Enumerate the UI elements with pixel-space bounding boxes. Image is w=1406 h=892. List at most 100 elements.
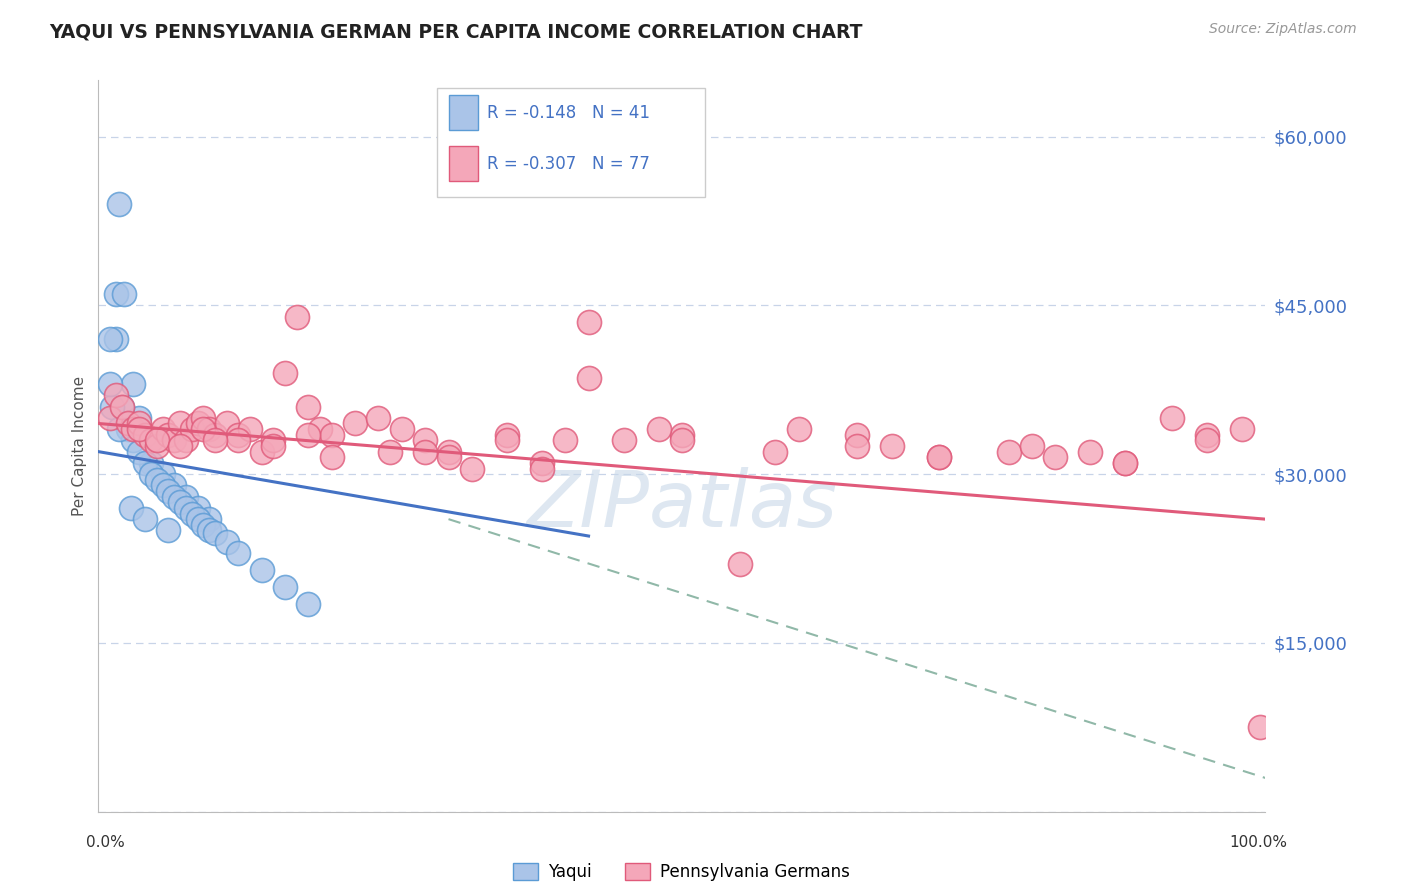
Point	[128, 422, 150, 436]
Point	[1114, 456, 1136, 470]
Point	[554, 434, 576, 448]
Point	[108, 197, 131, 211]
Point	[174, 500, 197, 515]
Point	[122, 377, 145, 392]
Point	[163, 478, 186, 492]
Point	[612, 434, 634, 448]
Y-axis label: Per Capita Income: Per Capita Income	[72, 376, 87, 516]
Point	[128, 417, 150, 431]
Point	[380, 444, 402, 458]
Text: R = -0.307   N = 77: R = -0.307 N = 77	[486, 155, 650, 173]
Point	[530, 461, 553, 475]
Point	[297, 427, 319, 442]
Point	[139, 456, 162, 470]
Point	[117, 422, 139, 436]
Point	[228, 546, 250, 560]
Point	[262, 439, 284, 453]
Point	[120, 500, 142, 515]
Point	[169, 417, 191, 431]
Point	[146, 439, 169, 453]
Point	[128, 444, 150, 458]
Point	[139, 434, 162, 448]
Point	[174, 434, 197, 448]
Point	[730, 557, 752, 571]
Point	[1021, 439, 1043, 453]
Point	[134, 427, 156, 442]
Point	[139, 467, 162, 482]
Point	[262, 434, 284, 448]
Point	[146, 473, 169, 487]
Point	[198, 512, 221, 526]
Point	[1197, 434, 1219, 448]
Point	[134, 512, 156, 526]
Bar	[449, 146, 478, 181]
Point	[98, 377, 121, 392]
Point	[1249, 720, 1271, 734]
Point	[787, 422, 810, 436]
Text: 0.0%: 0.0%	[86, 836, 125, 850]
Point	[98, 332, 121, 346]
Point	[367, 410, 389, 425]
Point	[297, 597, 319, 611]
Point	[309, 422, 332, 436]
Point	[496, 427, 519, 442]
Point	[152, 467, 174, 482]
Point	[344, 417, 367, 431]
Point	[198, 524, 221, 538]
Point	[157, 524, 180, 538]
Point	[163, 434, 186, 448]
FancyBboxPatch shape	[437, 87, 706, 197]
Text: ZIPatlas: ZIPatlas	[526, 467, 838, 542]
Point	[928, 450, 950, 465]
Point	[193, 422, 215, 436]
Point	[321, 427, 343, 442]
Point	[274, 580, 297, 594]
Point	[578, 371, 600, 385]
Point	[297, 400, 319, 414]
Point	[274, 366, 297, 380]
Point	[104, 287, 127, 301]
Point	[111, 400, 134, 414]
Point	[1230, 422, 1253, 436]
Point	[1197, 427, 1219, 442]
Point	[846, 427, 869, 442]
Text: R = -0.148   N = 41: R = -0.148 N = 41	[486, 103, 650, 121]
Point	[997, 444, 1019, 458]
Point	[134, 456, 156, 470]
Legend: Yaqui, Pennsylvania Germans: Yaqui, Pennsylvania Germans	[506, 856, 858, 888]
Point	[413, 434, 436, 448]
Point	[152, 422, 174, 436]
Point	[112, 287, 135, 301]
Text: Source: ZipAtlas.com: Source: ZipAtlas.com	[1209, 22, 1357, 37]
Point	[128, 410, 150, 425]
Point	[239, 422, 262, 436]
Point	[169, 439, 191, 453]
Point	[880, 439, 903, 453]
Bar	[449, 95, 478, 130]
Point	[846, 439, 869, 453]
Point	[496, 434, 519, 448]
Point	[671, 434, 693, 448]
Point	[187, 500, 209, 515]
Point	[193, 517, 215, 532]
Point	[204, 525, 226, 540]
Point	[250, 444, 273, 458]
Point	[101, 400, 124, 414]
Point	[461, 461, 484, 475]
Point	[671, 427, 693, 442]
Point	[117, 417, 139, 431]
Point	[104, 332, 127, 346]
Point	[228, 434, 250, 448]
Point	[228, 427, 250, 442]
Point	[122, 422, 145, 436]
Point	[157, 483, 180, 498]
Point	[437, 444, 460, 458]
Point	[285, 310, 308, 324]
Point	[111, 400, 134, 414]
Point	[1080, 444, 1102, 458]
Point	[122, 434, 145, 448]
Point	[250, 563, 273, 577]
Point	[193, 410, 215, 425]
Point	[180, 507, 202, 521]
Point	[1161, 410, 1184, 425]
